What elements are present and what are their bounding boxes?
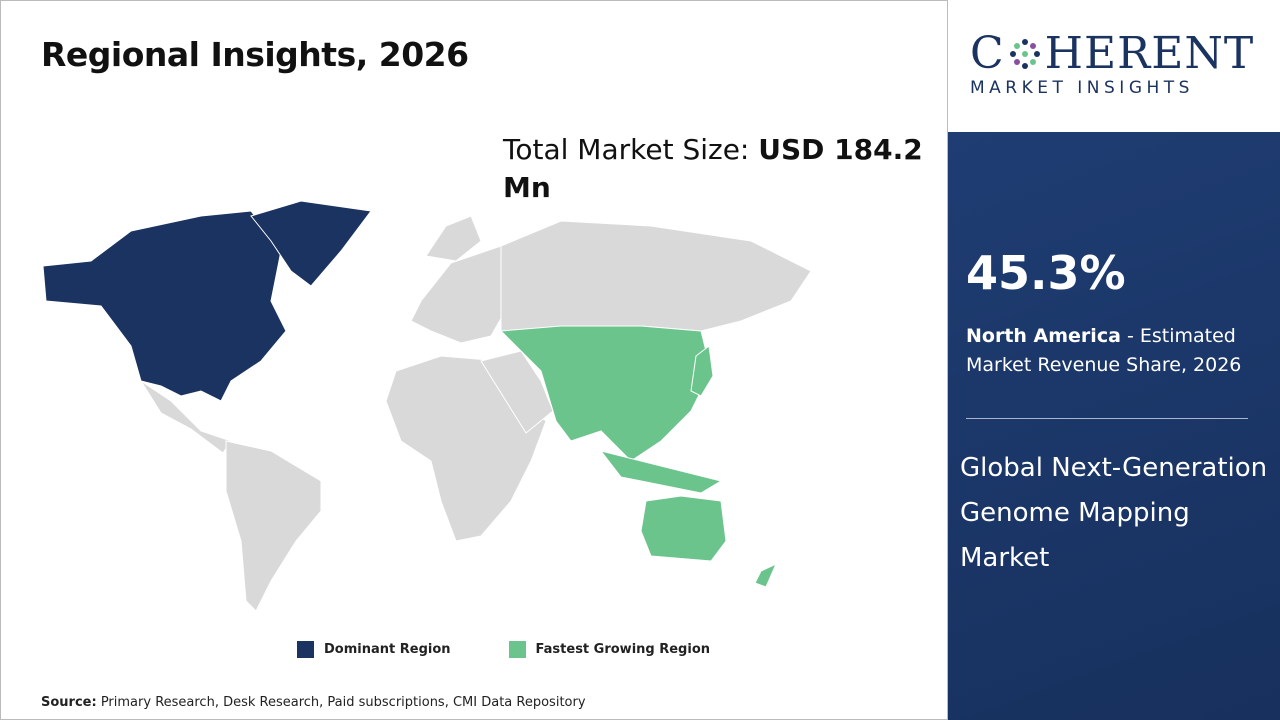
- description-text: - Estimated Market Revenue Share, 2026: [966, 325, 1242, 376]
- legend-swatch: [508, 641, 526, 658]
- southeast-asia-islands: [599, 450, 723, 494]
- japan: [690, 345, 714, 397]
- logo-name: C HERENT: [970, 28, 1254, 79]
- logo-name-start: C: [970, 28, 1005, 79]
- legend-item: Fastest Growing Region: [508, 641, 711, 658]
- legend: Dominant Region Fastest Growing Region: [297, 641, 710, 658]
- greenland: [250, 200, 372, 287]
- world-map: [42, 200, 812, 612]
- divider: [966, 418, 1248, 419]
- source-label: Source:: [41, 695, 97, 710]
- logo-tagline: MARKET INSIGHTS: [970, 78, 1194, 98]
- source-text: Primary Research, Desk Research, Paid su…: [96, 695, 586, 710]
- europe: [410, 245, 512, 344]
- asia: [499, 325, 712, 462]
- source: Source: Primary Research, Desk Research,…: [41, 695, 586, 710]
- logo-name-end: HERENT: [1044, 28, 1255, 79]
- australia: [640, 495, 727, 562]
- north-asia: [500, 220, 812, 332]
- market-size-label: Total Market Size:: [503, 133, 759, 166]
- legend-label: Fastest Growing Region: [535, 642, 711, 657]
- share-value: 45.3%: [966, 246, 1126, 300]
- market-size-value: USD 184.2 Mn: [503, 133, 923, 204]
- map-panel: Regional Insights, 2026: [0, 0, 948, 720]
- legend-label: Dominant Region: [324, 642, 451, 657]
- north-america: [42, 210, 287, 402]
- market-size: Total Market Size: USD 184.2 Mn: [503, 131, 923, 207]
- info-panel: 45.3% North America - Estimated Market R…: [948, 132, 1280, 720]
- market-title: Global Next-Generation Genome Mapping Ma…: [960, 453, 1268, 573]
- logo-globe: [1009, 38, 1040, 69]
- logo: C HERENT MARKET INSIGHTS: [948, 0, 1280, 132]
- title: Regional Insights, 2026: [41, 35, 469, 74]
- new-zealand: [754, 562, 777, 588]
- scandinavia: [425, 215, 482, 262]
- region-name: North America: [966, 325, 1121, 347]
- south-america: [225, 440, 322, 612]
- legend-item: Dominant Region: [297, 641, 451, 658]
- share-description: North America - Estimated Market Revenue…: [966, 322, 1256, 380]
- legend-swatch: [297, 641, 314, 658]
